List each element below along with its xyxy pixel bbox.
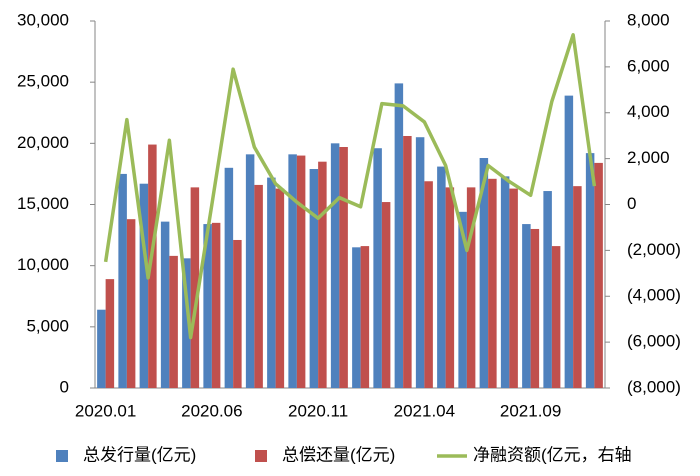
bar xyxy=(500,176,510,388)
legend-label: 总发行量(亿元) xyxy=(83,445,196,464)
x-tick-label: 2020.06 xyxy=(181,401,242,420)
x-tick-label: 2021.04 xyxy=(394,401,455,420)
bar xyxy=(564,95,574,388)
bar xyxy=(288,154,297,388)
y-tick-label: 30,000 xyxy=(17,10,69,29)
bar xyxy=(594,162,603,388)
bar xyxy=(437,166,446,388)
bar xyxy=(509,188,518,388)
y2-tick-label: 8,000 xyxy=(627,10,670,29)
bar xyxy=(296,155,306,388)
bar xyxy=(233,239,242,388)
bar xyxy=(169,255,178,388)
bar xyxy=(190,187,200,388)
y2-tick-label: (8,000) xyxy=(627,377,681,396)
bar xyxy=(445,187,455,388)
bar xyxy=(458,211,467,388)
bar xyxy=(309,169,319,388)
y-tick-label: 25,000 xyxy=(17,72,69,91)
bar xyxy=(160,221,170,388)
bar xyxy=(530,228,540,388)
x-tick-label: 2021.09 xyxy=(500,401,561,420)
bar xyxy=(394,83,404,388)
legend-swatch xyxy=(255,450,267,462)
bar xyxy=(373,148,382,388)
y-tick-label: 0 xyxy=(60,377,69,396)
y-tick-label: 15,000 xyxy=(17,194,69,213)
y2-tick-label: 6,000 xyxy=(627,56,670,75)
bar xyxy=(275,188,285,388)
bar xyxy=(203,224,212,388)
x-tick-label: 2020.01 xyxy=(75,401,136,420)
bar xyxy=(105,279,115,388)
legend-label: 总偿还量(亿元) xyxy=(282,445,395,464)
bar xyxy=(211,222,221,388)
bar xyxy=(415,137,425,388)
bar xyxy=(488,178,497,388)
bar xyxy=(551,246,561,388)
bar xyxy=(118,173,127,388)
bar xyxy=(424,181,433,388)
bar xyxy=(330,143,340,388)
bar xyxy=(254,184,263,388)
y-tick-label: 10,000 xyxy=(17,255,69,274)
y2-tick-label: 2,000 xyxy=(627,148,670,167)
bar xyxy=(360,246,370,388)
y2-tick-label: 4,000 xyxy=(627,102,670,121)
bar xyxy=(585,153,595,388)
bar xyxy=(245,154,255,388)
legend-swatch xyxy=(56,450,68,462)
bar xyxy=(318,161,327,388)
bar xyxy=(267,177,276,388)
bar xyxy=(403,135,412,388)
bar xyxy=(148,144,157,388)
bar xyxy=(573,186,582,388)
y-tick-label: 20,000 xyxy=(17,133,69,152)
x-tick-label: 2020.11 xyxy=(288,401,348,420)
y2-tick-label: (6,000) xyxy=(627,332,681,351)
y2-tick-label: (4,000) xyxy=(627,286,681,305)
bar xyxy=(139,183,149,388)
bar xyxy=(522,224,531,388)
line xyxy=(103,33,597,340)
bar xyxy=(381,202,391,388)
legend-label: 净融资额(亿元，右轴 xyxy=(473,445,632,464)
bar xyxy=(352,247,361,388)
y2-tick-label: (2,000) xyxy=(627,240,681,259)
bar xyxy=(97,309,106,388)
bar xyxy=(479,158,489,388)
bar xyxy=(543,191,552,388)
bar xyxy=(224,167,234,388)
bar xyxy=(466,187,476,388)
bar xyxy=(126,219,136,388)
bar xyxy=(182,258,191,388)
y-tick-label: 5,000 xyxy=(26,316,69,335)
bar xyxy=(339,147,348,388)
y2-tick-label: 0 xyxy=(627,194,636,213)
